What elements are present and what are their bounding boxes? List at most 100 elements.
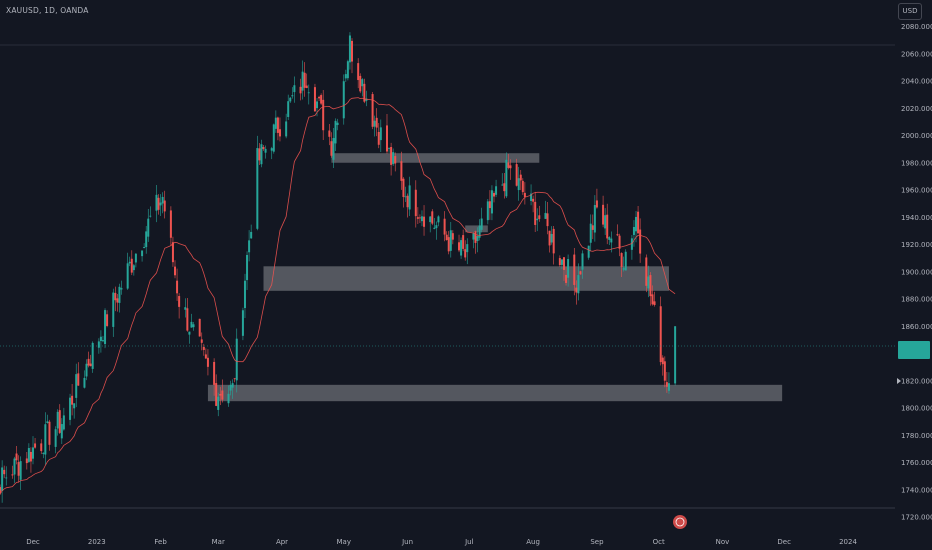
candle-body: [188, 331, 191, 335]
candle-body: [449, 230, 452, 251]
candle-body: [258, 148, 261, 161]
candle-body: [215, 383, 218, 406]
y-tick-label: 2000.000: [901, 132, 932, 140]
x-tick-label: Sep: [590, 538, 604, 546]
candle-body: [437, 216, 440, 223]
candle-body: [630, 238, 633, 250]
candle-body: [667, 383, 670, 391]
candle-body: [276, 117, 279, 133]
candle-body: [400, 161, 403, 181]
candle-body: [285, 121, 288, 137]
candle-body: [320, 95, 323, 104]
candle-body: [649, 275, 652, 297]
candle-body: [176, 280, 179, 294]
candle-body: [157, 197, 160, 210]
candle-body: [632, 226, 635, 235]
candle-body: [466, 244, 469, 253]
candle-body: [46, 421, 49, 423]
x-tick-label: Dec: [777, 538, 791, 546]
candle-body: [130, 258, 133, 273]
x-tick-label: Feb: [154, 538, 167, 546]
candle-body: [451, 233, 454, 240]
candle-body: [274, 117, 277, 129]
candle-body: [120, 288, 123, 290]
candle-body: [270, 148, 273, 151]
x-tick-label: Aug: [526, 538, 540, 546]
candle-body: [126, 263, 129, 289]
candle-body: [505, 159, 508, 197]
candle-body: [515, 164, 518, 186]
candle-body: [474, 231, 477, 243]
y-tick-label: 1880.000: [901, 296, 932, 304]
candle-body: [433, 227, 436, 229]
candle-body: [443, 218, 446, 235]
candle-body: [478, 225, 481, 238]
flag-icon[interactable]: [673, 515, 687, 529]
candle-body: [379, 127, 382, 141]
candle-body: [408, 185, 411, 210]
candle-body: [577, 275, 580, 294]
candle-body: [328, 130, 331, 137]
candle-body: [435, 225, 438, 229]
candle-body: [538, 215, 541, 219]
candle-body: [447, 237, 450, 252]
candle-body: [591, 225, 594, 230]
candle-body: [414, 189, 417, 217]
candle-body: [602, 204, 605, 225]
candle-body: [147, 218, 150, 237]
candle-body: [418, 217, 421, 219]
candle-body: [250, 231, 253, 239]
candle-body: [143, 247, 146, 249]
candle-body: [27, 448, 30, 462]
y-tick-label: 1780.000: [901, 432, 932, 440]
candle-body: [521, 180, 524, 193]
candle-body: [299, 86, 302, 94]
candle-body: [462, 235, 465, 249]
candle-body: [373, 120, 376, 127]
candle-body: [313, 87, 316, 112]
candle-body: [420, 216, 423, 222]
candle-body: [118, 286, 121, 303]
candle-body: [637, 211, 640, 234]
currency-button[interactable]: USD: [898, 3, 922, 20]
candle-body: [305, 85, 308, 89]
candle-body: [174, 266, 177, 276]
symbol-label: XAUUSD, 1D, OANDA: [6, 6, 89, 15]
y-tick-label: 2040.000: [901, 78, 932, 86]
candle-body: [404, 196, 407, 198]
candle-body: [544, 212, 547, 219]
zone-rect: [465, 225, 488, 233]
price-axis: 2080.000 2060.000 2040.000 2020.000 2000.000…: [901, 23, 932, 522]
y-tick-label: 1860.000: [901, 323, 932, 331]
x-tick-label: Oct: [653, 538, 665, 546]
x-tick-label: 2024: [839, 538, 857, 546]
candle-body: [106, 314, 109, 326]
candle-body: [530, 193, 533, 201]
candle-body: [610, 238, 613, 243]
candle-body: [42, 452, 45, 454]
candle-body: [235, 338, 238, 381]
candle-body: [200, 339, 203, 343]
y-tick-label: 1960.000: [901, 187, 932, 195]
x-tick-label: May: [337, 538, 351, 546]
candle-body: [344, 74, 347, 79]
candle-body: [169, 210, 172, 238]
zone-rect: [331, 153, 540, 163]
candle-body: [77, 373, 80, 386]
candle-body: [204, 354, 207, 359]
candle-body: [472, 233, 475, 240]
candle-body: [550, 233, 553, 243]
candle-body: [342, 81, 345, 119]
candle-body: [184, 307, 187, 310]
candle-body: [198, 318, 201, 337]
candle-body: [112, 292, 115, 327]
candle-body: [54, 429, 57, 447]
y-tick-label: 1920.000: [901, 241, 932, 249]
x-tick-label: Jul: [464, 538, 474, 546]
candle-body: [534, 201, 537, 225]
moving-average-line: [0, 97, 676, 495]
candle-body: [186, 308, 189, 331]
candle-body: [581, 253, 584, 270]
candle-body: [149, 215, 152, 217]
